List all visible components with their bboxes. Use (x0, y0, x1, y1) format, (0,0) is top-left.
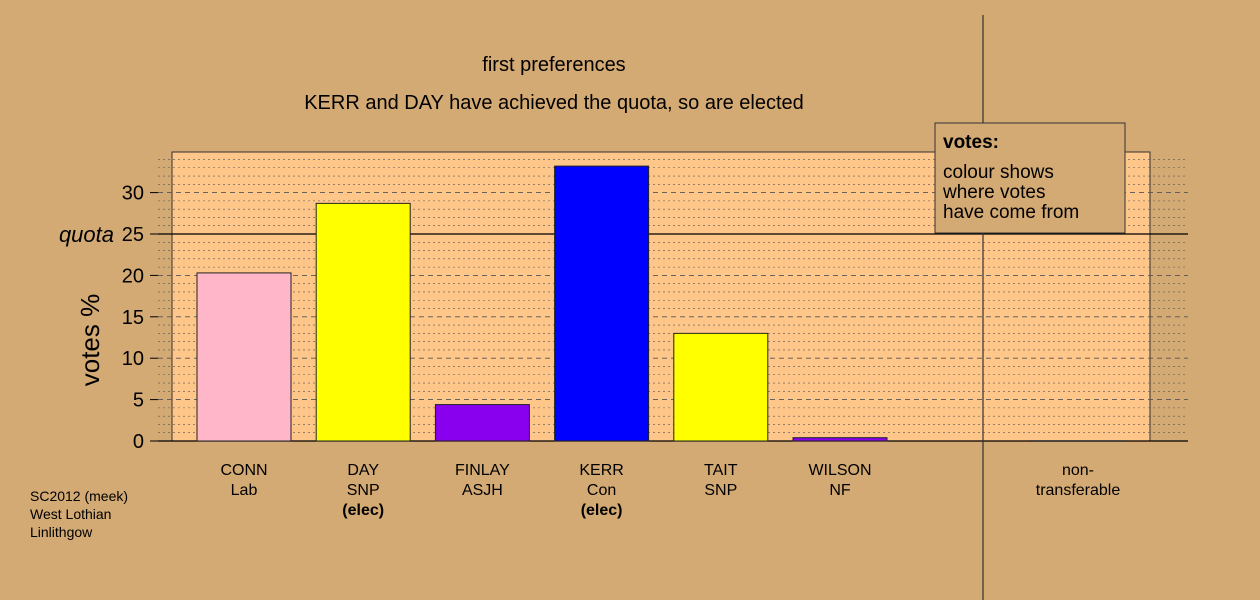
footer-line-2: West Lothian (30, 506, 111, 522)
quota-label: quota (59, 222, 114, 247)
y-tick-label: 15 (122, 307, 144, 329)
bar-wilson (792, 437, 888, 442)
legend-line-3: have come from (943, 202, 1079, 223)
bars (196, 165, 1126, 442)
bar-conn (196, 272, 292, 442)
category-party: SNP (704, 482, 737, 499)
bar-kerr (554, 165, 650, 442)
category-name: WILSON (808, 462, 871, 479)
y-axis: 0 5 10 15 20 25 30 (122, 183, 158, 453)
legend-line-1: colour shows (943, 162, 1054, 183)
x-axis-labels: CONN Lab DAY SNP (elec) FINLAY ASJH KERR Con (ele… (220, 462, 871, 519)
category-name: FINLAY (455, 462, 510, 479)
footer-line-3: Linlithgow (30, 524, 93, 540)
bar-day (315, 202, 411, 442)
y-tick-label: 10 (122, 348, 144, 370)
legend-title: votes: (943, 132, 999, 153)
category-name: CONN (220, 462, 267, 479)
chart-subtitle: KERR and DAY have achieved the quota, so… (304, 92, 804, 114)
bar-non-transferable (1030, 440, 1126, 442)
category-party: SNP (347, 482, 380, 499)
y-tick-label: 30 (122, 183, 144, 205)
non-transferable-label-2: transferable (1036, 482, 1121, 499)
non-transferable-label-1: non- (1062, 462, 1094, 479)
legend: votes: colour shows where votes have com… (934, 122, 1126, 234)
category-name: DAY (347, 462, 379, 479)
legend-line-2: where votes (942, 182, 1045, 203)
category-party: ASJH (462, 482, 503, 499)
legend-box (934, 122, 1126, 234)
category-name: TAIT (704, 462, 738, 479)
category-party: NF (829, 482, 851, 499)
category-party: Con (587, 482, 616, 499)
y-tick-label: 25 (122, 224, 144, 246)
y-tick-label: 5 (133, 390, 144, 412)
category-status: (elec) (342, 502, 384, 519)
y-tick-label: 0 (133, 431, 144, 453)
footer-line-1: SC2012 (meek) (30, 488, 128, 504)
category-status: (elec) (581, 502, 623, 519)
category-name: KERR (579, 462, 623, 479)
chart-title: first preferences (482, 54, 625, 76)
y-axis-label: votes % (75, 294, 105, 387)
category-party: Lab (231, 482, 258, 499)
bar-finlay (434, 404, 530, 442)
bar-tait (673, 332, 769, 442)
y-tick-label: 20 (122, 265, 144, 287)
